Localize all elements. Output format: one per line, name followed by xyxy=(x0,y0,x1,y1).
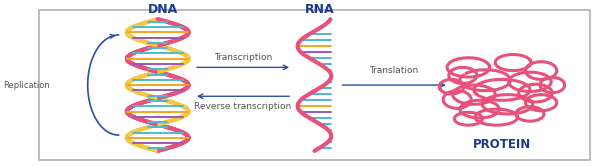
Text: DNA: DNA xyxy=(148,3,178,16)
FancyBboxPatch shape xyxy=(39,10,590,161)
Text: RNA: RNA xyxy=(305,3,335,16)
Text: Transcription: Transcription xyxy=(214,53,272,62)
Text: PROTEIN: PROTEIN xyxy=(473,138,531,151)
Text: Translation: Translation xyxy=(369,66,419,75)
Text: Replication: Replication xyxy=(4,81,50,89)
Text: Reverse transcription: Reverse transcription xyxy=(195,102,292,111)
